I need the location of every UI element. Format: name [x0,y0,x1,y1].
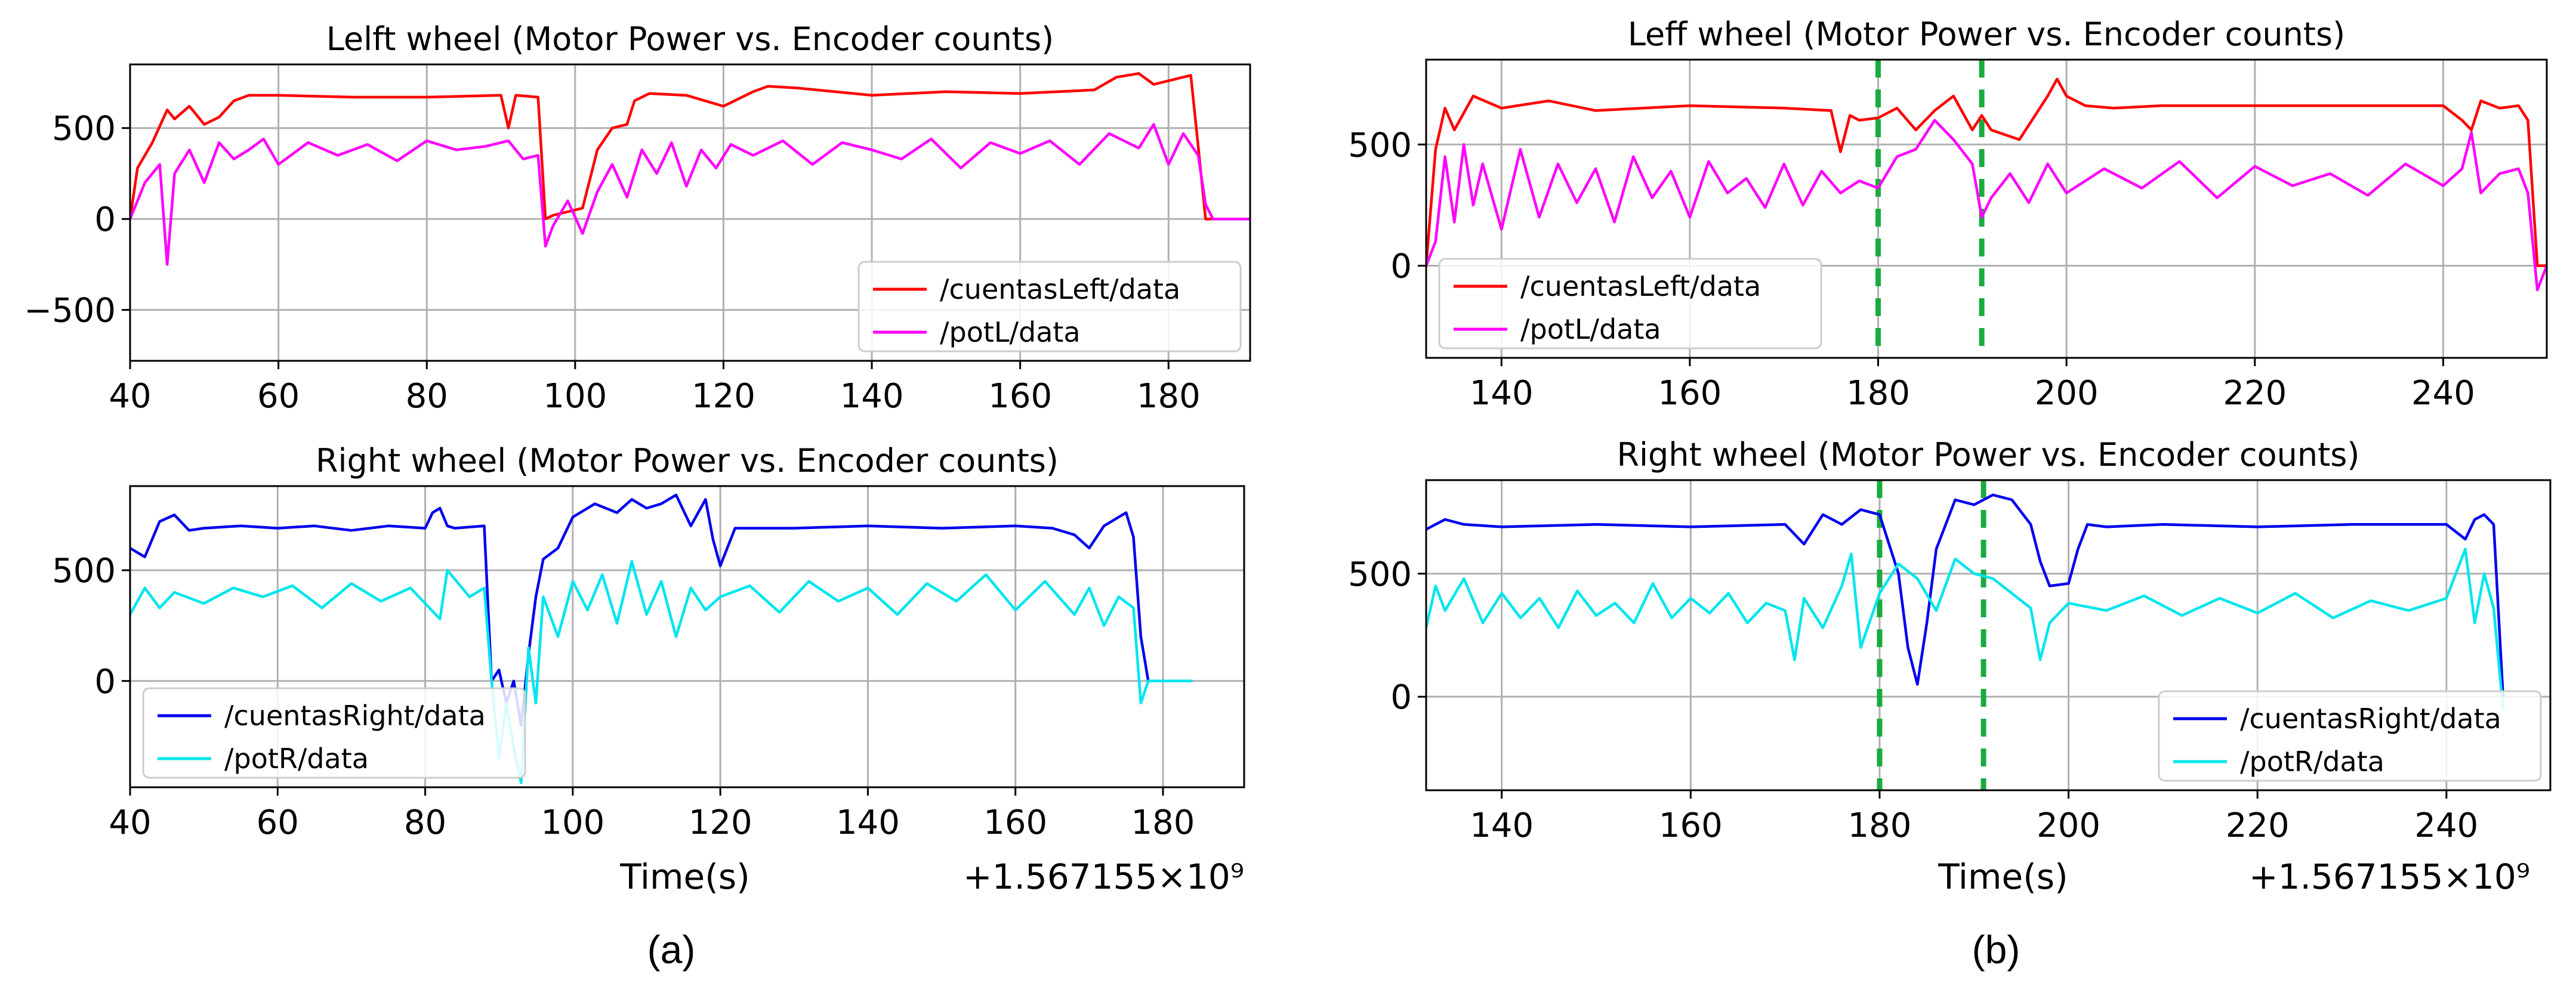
x-tick-label: 120 [692,377,755,416]
x-tick-label: 60 [257,803,299,842]
x-tick-label: 100 [543,377,607,416]
subplot-title: Lelft wheel (Motor Power vs. Encoder cou… [326,20,1054,58]
series-line-cuentasleftdata [130,72,1250,221]
legend-box [857,261,1242,352]
y-tick-label: 0 [1390,678,1412,717]
x-tick-label: 140 [1470,374,1534,413]
subplot-left-wheel: Leff wheel (Motor Power vs. Encoder coun… [1348,16,2548,413]
legend-label: /cuentasLeft/data [940,273,1180,305]
subplot-title: Leff wheel (Motor Power vs. Encoder coun… [1628,16,2345,53]
subplot-right-wheel: Right wheel (Motor Power vs. Encoder cou… [1348,436,2552,845]
x-tick-label: 80 [404,803,446,842]
panel-a: Lelft wheel (Motor Power vs. Encoder cou… [24,20,1251,972]
legend-label: /potL/data [940,316,1081,348]
legend: /cuentasLeft/data/potL/data [857,261,1242,352]
panel-b: Leff wheel (Motor Power vs. Encoder coun… [1348,16,2552,972]
x-tick-label: 120 [689,803,752,842]
x-tick-label: 140 [840,377,904,416]
x-tick-label: 140 [1470,806,1534,845]
x-tick-label: 180 [1137,377,1201,416]
axes-frame [1425,479,2552,791]
y-tick-label: 500 [1348,555,1412,594]
legend-box [2158,690,2542,782]
x-tick-label: 240 [2414,806,2478,845]
x-tick-label: 160 [1659,806,1723,845]
legend-label: /cuentasRight/data [224,700,486,732]
x-tick-label: 160 [988,377,1052,416]
legend-label: /cuentasRight/data [2240,703,2501,735]
y-tick-label: 0 [1390,248,1412,286]
x-tick-label: 220 [2223,374,2287,413]
x-tick-label: 100 [541,803,604,842]
subplot-left-wheel: Lelft wheel (Motor Power vs. Encoder cou… [24,20,1251,416]
subplot-right-wheel: Right wheel (Motor Power vs. Encoder cou… [52,442,1245,842]
x-tick-label: 40 [109,377,151,416]
x-tick-label: 240 [2411,374,2475,413]
axes-frame [129,485,1245,788]
axes-frame [129,63,1251,362]
panel-caption: (a) [647,927,696,972]
legend: /cuentasLeft/data/potL/data [1438,258,1822,350]
legend-box [142,687,526,779]
series-line-cuentasrightdata [130,493,1193,727]
legend-label: /potL/data [1520,313,1661,345]
x-axis-offset: +1.567155×10⁹ [2249,856,2530,897]
y-tick-label: 0 [94,200,116,239]
series-line-cuentasleftdata [1426,78,2547,267]
series-group [1426,493,2505,710]
legend-label: /potR/data [224,743,369,775]
x-tick-label: 160 [983,803,1047,842]
x-tick-label: 180 [1847,806,1911,845]
series-line-potrdata [130,560,1193,784]
axes-frame [1425,58,2548,359]
x-axis-offset: +1.567155×10⁹ [963,856,1244,897]
subplot-title: Right wheel (Motor Power vs. Encoder cou… [316,442,1059,480]
series-line-potldata [1426,119,2547,292]
y-tick-label: 500 [52,110,116,149]
y-tick-label: 500 [1348,126,1412,165]
legend: /cuentasRight/data/potR/data [142,687,526,779]
x-tick-label: 180 [1131,803,1195,842]
series-line-cuentasrightdata [1426,493,2505,697]
legend-label: /potR/data [2240,746,2384,778]
y-tick-label: 0 [94,663,116,701]
x-tick-label: 80 [406,377,448,416]
legend-label: /cuentasLeft/data [1520,270,1761,302]
y-tick-label: −500 [24,292,116,330]
x-tick-label: 160 [1658,374,1722,413]
x-tick-label: 40 [109,803,151,842]
legend-box [1438,258,1822,350]
series-line-potrdata [1426,548,2505,710]
panel-caption: (b) [1972,927,2020,972]
legend: /cuentasRight/data/potR/data [2158,690,2542,782]
subplot-title: Right wheel (Motor Power vs. Encoder cou… [1617,436,2360,474]
series-group [130,493,1193,784]
x-tick-label: 140 [836,803,900,842]
series-group [1426,78,2547,292]
x-tick-label: 220 [2226,806,2290,845]
x-tick-label: 200 [2035,374,2099,413]
series-line-potldata [130,123,1250,266]
y-tick-label: 500 [52,552,116,590]
x-tick-label: 60 [257,377,300,416]
x-tick-label: 180 [1846,374,1910,413]
x-axis-label: Time(s) [619,856,749,897]
x-axis-label: Time(s) [1938,856,2068,897]
series-group [130,72,1250,266]
x-tick-label: 200 [2037,806,2100,845]
